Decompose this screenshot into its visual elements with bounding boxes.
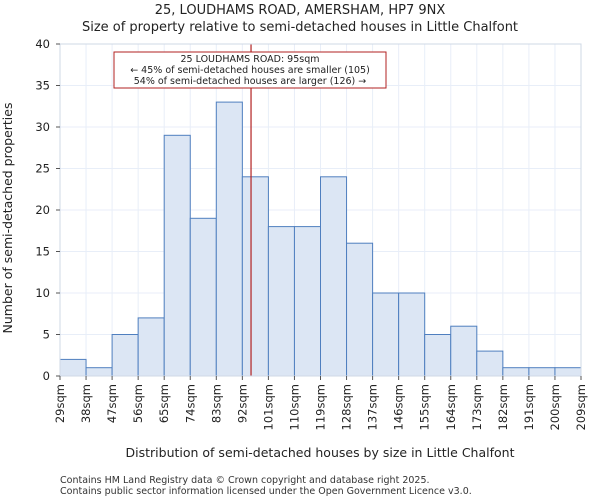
annotation-line: 25 LOUDHAMS ROAD: 95sqm xyxy=(181,54,320,65)
x-tick-label: 182sqm xyxy=(496,384,510,430)
x-axis-ticks: 29sqm 38sqm 47sqm 56sqm 65sqm 74sqm 83sqm 92sqm… xyxy=(53,376,588,430)
bar xyxy=(398,292,426,377)
bar xyxy=(424,334,452,377)
bar xyxy=(137,317,165,377)
bar xyxy=(85,367,113,377)
x-tick-label: 128sqm xyxy=(340,384,354,430)
x-tick-label: 146sqm xyxy=(392,384,406,430)
bar xyxy=(320,176,348,377)
footer-line-2: Contains public sector information licen… xyxy=(60,486,472,497)
bar xyxy=(163,134,191,377)
x-tick-label: 119sqm xyxy=(314,384,328,430)
bar xyxy=(346,242,374,377)
bar xyxy=(241,176,269,377)
y-tick-label: 25 xyxy=(35,162,50,176)
bar xyxy=(554,367,582,377)
chart-title: 25, LOUDHAMS ROAD, AMERSHAM, HP7 9NX xyxy=(155,3,446,18)
x-tick-label: 209sqm xyxy=(574,384,588,430)
bars xyxy=(59,101,582,377)
annotation-line: 54% of semi-detached houses are larger (… xyxy=(134,76,367,87)
y-tick-label: 30 xyxy=(35,120,50,134)
y-tick-label: 5 xyxy=(43,328,50,342)
bar xyxy=(372,292,400,377)
y-tick-label: 0 xyxy=(43,369,50,383)
bar xyxy=(59,358,87,377)
bar xyxy=(502,367,530,377)
x-tick-label: 56sqm xyxy=(131,384,145,423)
x-tick-label: 83sqm xyxy=(209,384,223,423)
x-tick-label: 110sqm xyxy=(287,384,301,430)
bar xyxy=(267,226,295,377)
x-tick-label: 173sqm xyxy=(470,384,484,430)
x-tick-label: 38sqm xyxy=(79,384,93,423)
y-tick-label: 40 xyxy=(35,37,50,51)
bar xyxy=(528,367,556,377)
x-tick-label: 155sqm xyxy=(418,384,432,430)
bar xyxy=(189,217,217,377)
bar xyxy=(450,325,478,377)
x-tick-label: 65sqm xyxy=(157,384,171,423)
annotation-line: ← 45% of semi-detached houses are smalle… xyxy=(130,65,370,76)
y-tick-label: 20 xyxy=(35,203,50,217)
x-tick-label: 200sqm xyxy=(548,384,562,430)
x-tick-label: 29sqm xyxy=(53,384,67,423)
y-axis-label: Number of semi-detached properties xyxy=(0,103,15,334)
y-axis-ticks: 0 5 10 15 20 25 30 35 40 xyxy=(35,37,60,383)
y-tick-label: 10 xyxy=(35,286,50,300)
property-marker: 25 LOUDHAMS ROAD: 95sqm← 45% of semi-det… xyxy=(113,44,387,376)
annotation-box xyxy=(113,51,387,89)
x-tick-label: 191sqm xyxy=(522,384,536,430)
bar xyxy=(111,334,139,377)
chart-subtitle: Size of property relative to semi-detach… xyxy=(82,20,518,35)
bar xyxy=(293,226,322,377)
y-tick-label: 15 xyxy=(35,245,50,259)
x-axis-label: Distribution of semi-detached houses by … xyxy=(126,445,515,460)
x-tick-label: 92sqm xyxy=(235,384,249,423)
y-tick-label: 35 xyxy=(35,79,50,93)
x-tick-label: 47sqm xyxy=(105,384,119,423)
x-tick-label: 164sqm xyxy=(444,384,458,430)
bar xyxy=(215,101,243,377)
x-tick-label: 74sqm xyxy=(183,384,197,423)
bar xyxy=(476,350,504,377)
x-tick-label: 101sqm xyxy=(261,384,275,430)
x-tick-label: 137sqm xyxy=(366,384,380,430)
footer-line-1: Contains HM Land Registry data © Crown c… xyxy=(60,475,430,486)
